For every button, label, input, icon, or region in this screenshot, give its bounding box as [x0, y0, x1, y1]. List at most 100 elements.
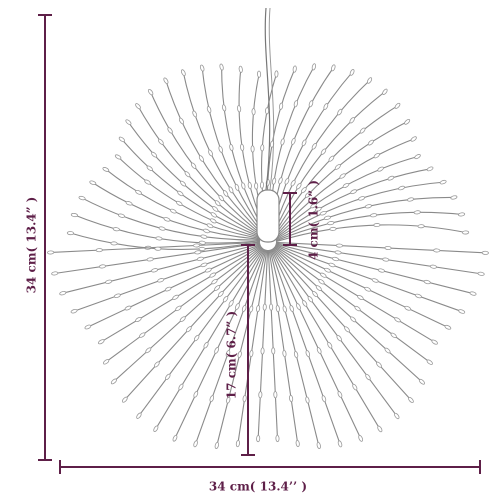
wire — [120, 137, 262, 238]
led-bulb — [407, 197, 415, 202]
power-cable — [264, 7, 271, 191]
led-bulb — [291, 137, 296, 145]
led-bulb — [102, 167, 110, 172]
led-bulb — [184, 171, 191, 178]
led-bulb — [200, 234, 208, 239]
led-bulb — [146, 257, 154, 262]
power-cable — [268, 7, 275, 191]
led-bulb — [278, 177, 283, 185]
led-bulb — [78, 195, 86, 201]
led-bulb — [125, 119, 132, 126]
wire — [154, 248, 265, 431]
wire — [272, 248, 399, 418]
led-bulb — [240, 143, 245, 152]
led-bulb — [307, 296, 314, 303]
led-bulb — [136, 412, 142, 419]
led-bulb — [349, 69, 355, 76]
led-bulb — [153, 361, 160, 368]
led-bulb — [296, 182, 302, 190]
led-bulb — [66, 231, 75, 236]
led-bulb — [265, 107, 270, 115]
led-bulb — [180, 69, 186, 77]
wire — [272, 104, 400, 237]
led-bulb — [153, 425, 159, 433]
led-bulb — [144, 179, 151, 185]
led-bulb — [135, 316, 142, 323]
wire — [274, 246, 432, 364]
led-bulb — [226, 396, 231, 404]
wire — [215, 249, 267, 448]
led-bulb — [461, 230, 470, 235]
led-bulb — [98, 264, 107, 269]
led-bulb — [172, 294, 179, 300]
wire — [123, 247, 264, 402]
wire — [112, 246, 263, 384]
led-bulb — [429, 264, 438, 269]
led-bulb — [214, 285, 221, 291]
led-bulb — [47, 250, 55, 255]
led-bulb — [377, 166, 384, 172]
led-bulb — [423, 279, 431, 285]
led-bulb — [155, 236, 163, 241]
led-bulb — [382, 88, 388, 95]
led-bulb — [258, 391, 263, 399]
led-bulb — [196, 256, 204, 262]
wire — [275, 241, 488, 254]
wire — [104, 167, 261, 240]
led-bulb — [342, 182, 350, 189]
led-bulb — [308, 100, 314, 108]
wire — [48, 241, 261, 254]
led-bulb — [354, 305, 361, 312]
wire — [68, 231, 261, 250]
wire — [275, 181, 446, 240]
led-bulb — [200, 262, 208, 268]
led-bulb — [172, 434, 178, 442]
led-bulb — [413, 210, 421, 215]
led-bulb — [367, 77, 373, 84]
led-bulb — [280, 138, 285, 146]
led-bulb — [318, 279, 325, 285]
wire — [274, 168, 432, 240]
led-bulb — [192, 243, 201, 248]
led-bulb — [118, 136, 126, 143]
led-bulb — [218, 194, 224, 202]
led-bulb — [295, 439, 300, 448]
led-bulb — [190, 162, 197, 169]
led-bulb — [364, 286, 372, 292]
wire — [268, 249, 299, 446]
led-bulb — [417, 224, 425, 229]
wire — [273, 120, 410, 237]
led-bulb — [165, 373, 171, 380]
led-bulb — [204, 267, 212, 273]
led-bulb — [193, 334, 200, 342]
wire — [275, 242, 484, 275]
led-bulb — [327, 221, 335, 226]
led-bulb — [304, 191, 311, 198]
led-bulb — [89, 180, 97, 185]
led-bulb — [146, 165, 153, 171]
wire — [271, 248, 382, 432]
led-bulb — [218, 145, 223, 153]
led-bulb — [198, 155, 204, 162]
wire — [60, 243, 261, 295]
led-bulb — [320, 272, 327, 278]
led-bulb — [410, 136, 417, 142]
wire — [274, 244, 450, 329]
led-bulb — [260, 347, 265, 355]
led-bulb — [481, 250, 489, 255]
starburst-light — [47, 63, 489, 449]
wire — [99, 245, 262, 344]
led-bulb — [223, 190, 229, 197]
led-bulb — [273, 391, 278, 399]
led-bulb — [334, 164, 341, 170]
led-bulb — [206, 223, 214, 229]
led-bulb — [311, 143, 317, 150]
led-bulb — [70, 212, 78, 218]
wire — [270, 249, 363, 441]
hub-label: 4 cm( 1.6” ) — [307, 180, 321, 260]
led-bulb — [394, 412, 400, 420]
led-bulb — [98, 339, 105, 345]
wire — [201, 66, 266, 235]
led-bulb — [178, 383, 184, 391]
